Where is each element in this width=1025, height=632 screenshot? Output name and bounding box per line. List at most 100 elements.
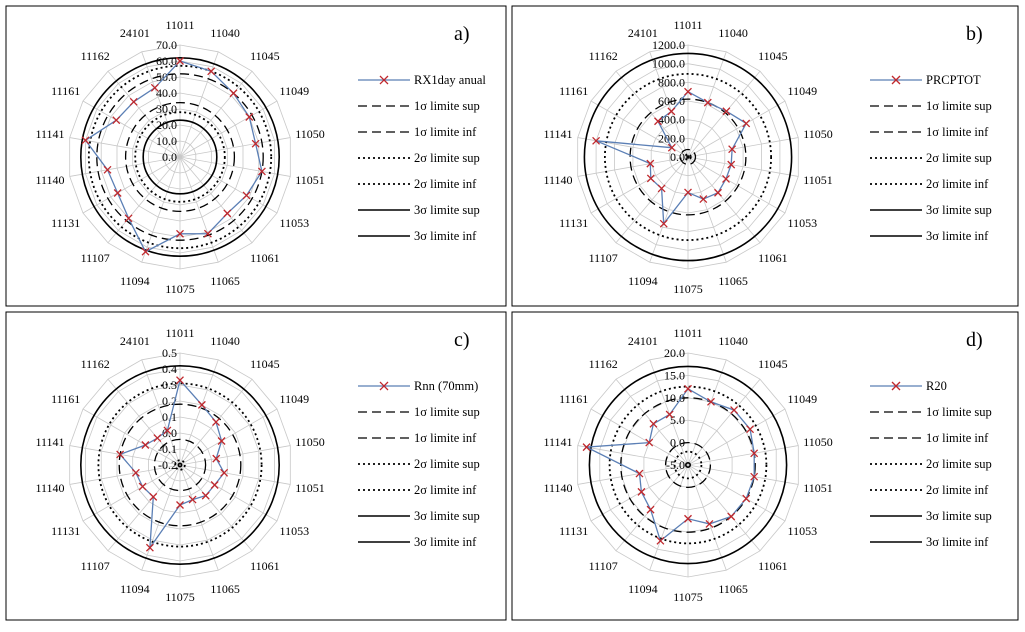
point-marker-stroke <box>705 519 714 528</box>
station-label: 11107 <box>589 251 618 265</box>
axis-tick-label: 0.1 <box>162 410 177 424</box>
station-label: 11065 <box>210 274 240 288</box>
point-marker-stroke <box>203 229 212 238</box>
series-point <box>257 167 266 176</box>
station-label: 11045 <box>250 357 280 371</box>
station-label: 11107 <box>81 559 110 573</box>
station-label: 11011 <box>165 326 194 340</box>
legend-entry-s2-sup: 2σ limite sup <box>870 151 992 165</box>
series-point <box>646 505 655 514</box>
point-marker-stroke <box>742 119 751 128</box>
station-label: 11049 <box>788 84 818 98</box>
series-point <box>150 83 159 92</box>
radar-panel-2: 0.0 200.0 400.0 600.0 800.0 1000.0 1200.0 11011… <box>511 5 1019 307</box>
series-point <box>722 107 731 116</box>
series-point <box>245 113 254 121</box>
series-point <box>229 89 238 98</box>
point-marker-stroke <box>163 426 172 435</box>
legend-label: 1σ limite sup <box>414 99 480 113</box>
legend-entry-s2-sup: 2σ limite sup <box>870 457 992 471</box>
point-marker-stroke <box>684 514 692 523</box>
legend-label: 2σ limite sup <box>926 151 992 165</box>
grid-spoke <box>687 359 727 466</box>
point-marker-stroke <box>659 219 668 228</box>
legend-entry-s3-sup: 3σ limite sup <box>870 203 992 217</box>
series-point <box>654 117 662 126</box>
grid-spoke <box>179 464 278 522</box>
station-label: 11050 <box>803 435 833 449</box>
station-label: 11051 <box>295 481 325 495</box>
series-point <box>656 536 665 545</box>
series-point <box>707 397 715 406</box>
legend-label: 2σ limite inf <box>414 483 477 497</box>
limit-ring-s3-sup <box>588 365 788 565</box>
station-label: 11065 <box>210 582 240 596</box>
panel-frame <box>5 5 507 307</box>
station-label: 11075 <box>673 590 703 604</box>
axis-tick-label: 70.0 <box>156 38 177 52</box>
legend-label: 3σ limite sup <box>926 203 992 217</box>
series-point <box>667 107 676 116</box>
point-marker-stroke <box>176 501 184 509</box>
series-point <box>116 450 125 459</box>
point-marker-stroke <box>722 107 731 116</box>
grid-spoke <box>179 156 219 263</box>
station-label: 11140 <box>35 173 64 187</box>
grid-spoke <box>577 156 689 177</box>
legend-entry-s3-inf: 3σ limite inf <box>870 535 989 549</box>
point-marker-stroke <box>145 543 154 552</box>
limit-ring-s1-inf <box>664 441 712 489</box>
point-marker-stroke <box>220 468 229 477</box>
series-point <box>727 160 736 169</box>
grid-spoke <box>615 70 689 158</box>
point-marker-stroke <box>257 167 266 176</box>
grid-spoke <box>687 378 761 466</box>
axis-tick-label: 0.0 <box>162 150 177 164</box>
series-point <box>212 454 221 463</box>
station-label: 24101 <box>628 26 658 40</box>
point-marker-stroke <box>703 98 712 107</box>
station-label: 11162 <box>589 357 618 371</box>
grid-spoke <box>687 156 727 263</box>
station-label: 24101 <box>120 26 150 40</box>
station-label: 11040 <box>718 334 748 348</box>
series-point <box>746 425 755 434</box>
legend-series-label: RX1day anual <box>414 73 486 87</box>
station-label: 11140 <box>35 481 64 495</box>
station-label: 11045 <box>250 49 280 63</box>
panel-frame <box>5 311 507 621</box>
point-marker-stroke <box>635 469 644 478</box>
series-point <box>635 469 644 478</box>
limit-ring-s1-sup <box>620 397 756 533</box>
series-point <box>210 481 219 489</box>
grid-spoke <box>141 359 181 466</box>
grid-spoke <box>82 156 181 214</box>
limit-ring-s3-inf <box>177 462 183 468</box>
station-label: 11051 <box>803 173 833 187</box>
point-marker-stroke <box>150 83 159 92</box>
series-point <box>251 139 260 148</box>
series-point <box>722 174 730 183</box>
grid-spoke <box>687 156 786 214</box>
series-point <box>730 406 739 415</box>
series-point <box>699 195 708 204</box>
axis-tick-label: 0.3 <box>162 378 177 392</box>
limit-ring-s1-inf <box>679 148 697 166</box>
grid-spoke <box>687 137 799 158</box>
point-marker-stroke <box>201 491 210 500</box>
grid-spoke <box>179 100 278 158</box>
axis-tick-label: 60.0 <box>156 54 177 68</box>
point-marker-stroke <box>131 468 140 477</box>
point-marker-stroke <box>750 449 759 458</box>
legend-entry-s1-sup: 1σ limite sup <box>870 405 992 419</box>
station-label: 11049 <box>788 392 818 406</box>
legend-entry-s3-inf: 3σ limite inf <box>358 229 477 243</box>
axis-tick-label: 40.0 <box>156 86 177 100</box>
legend-label: 2σ limite sup <box>414 457 480 471</box>
legend-entry-s1-inf: 1σ limite inf <box>870 125 989 139</box>
legend-entry-s1-inf: 1σ limite inf <box>870 431 989 445</box>
point-marker-stroke <box>646 174 655 183</box>
axis-tick-label: -0.1 <box>158 442 177 456</box>
series-point <box>223 209 232 218</box>
point-marker-stroke <box>646 159 655 168</box>
